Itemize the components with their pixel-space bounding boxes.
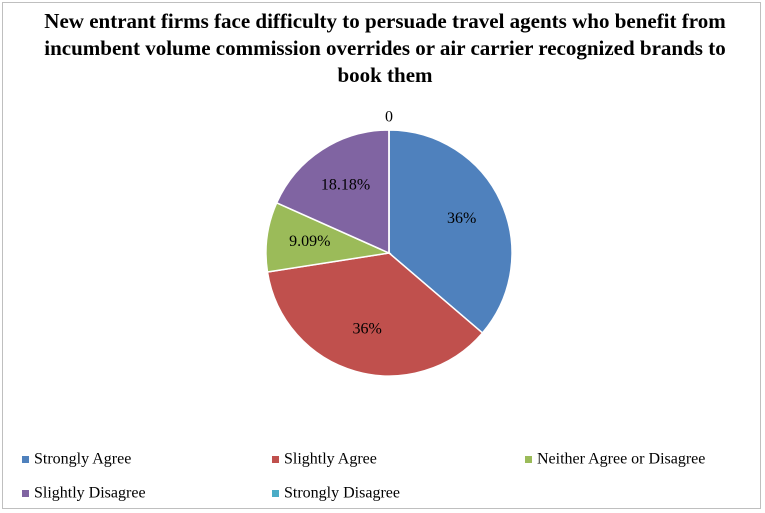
- legend-label: Slightly Agree: [284, 451, 377, 468]
- legend-swatch: [525, 456, 532, 463]
- data-label: 9.09%: [289, 233, 330, 250]
- legend-label: Strongly Disagree: [284, 485, 400, 502]
- pie-slice: [388, 129, 513, 335]
- data-label: 18.18%: [321, 177, 370, 194]
- data-label: 0: [385, 109, 393, 126]
- legend-swatch: [272, 456, 279, 463]
- data-label: 36%: [353, 321, 382, 338]
- pie-slice: [275, 129, 390, 255]
- legend-swatch: [22, 490, 29, 497]
- legend-label: Strongly Agree: [34, 451, 131, 468]
- data-label: 36%: [447, 210, 476, 227]
- legend-swatch: [272, 490, 279, 497]
- legend-label: Neither Agree or Disagree: [537, 451, 705, 468]
- legend-label: Slightly Disagree: [34, 485, 146, 502]
- legend-swatch: [22, 456, 29, 463]
- chart-title: New entrant firms face difficulty to per…: [44, 9, 726, 87]
- pie-slice: [266, 252, 484, 377]
